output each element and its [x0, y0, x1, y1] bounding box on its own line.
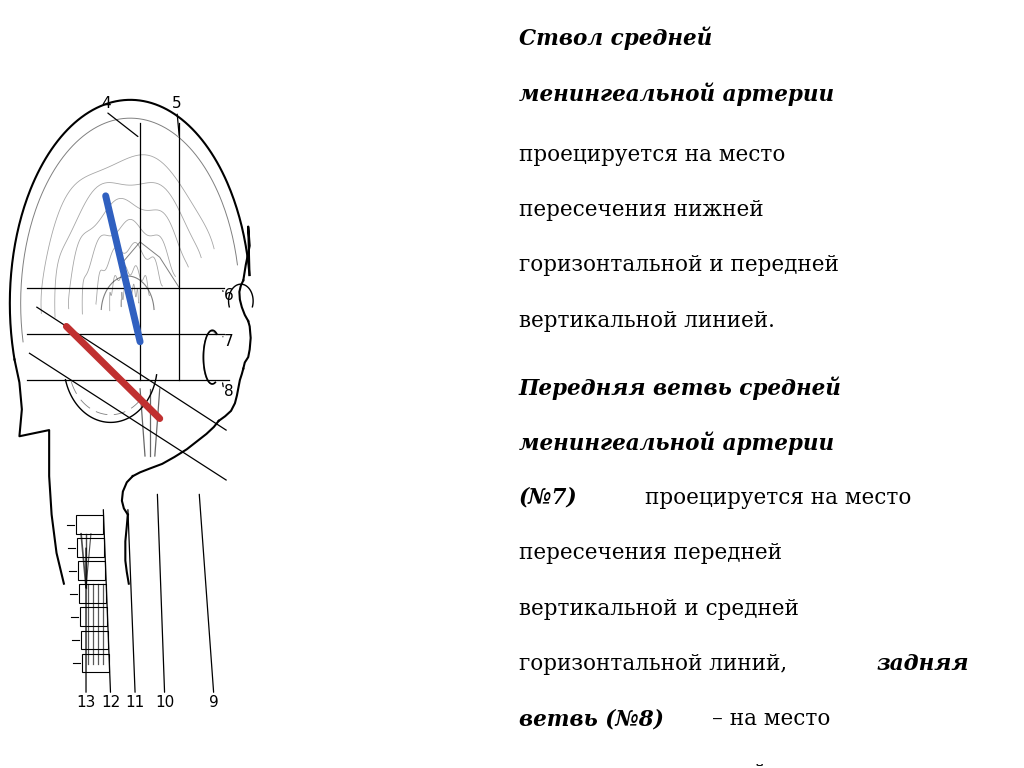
Text: ветвь (№8): ветвь (№8): [518, 708, 664, 730]
Text: Передняя ветвь средней: Передняя ветвь средней: [518, 376, 842, 400]
Text: 12: 12: [101, 695, 120, 710]
Text: 6: 6: [223, 288, 233, 303]
Text: проецируется на место: проецируется на место: [645, 487, 911, 509]
Text: 5: 5: [172, 96, 181, 111]
Bar: [80, 607, 108, 626]
Bar: [79, 584, 106, 603]
Bar: [78, 561, 105, 580]
Text: горизонтальной и передней: горизонтальной и передней: [518, 254, 839, 276]
Bar: [76, 515, 103, 534]
Text: Ствол средней: Ствол средней: [518, 27, 712, 51]
Text: 10: 10: [155, 695, 174, 710]
Text: 4: 4: [101, 96, 111, 111]
Text: 7: 7: [224, 334, 233, 349]
Bar: [82, 654, 110, 672]
Text: пересечения нижней: пересечения нижней: [518, 199, 763, 221]
Text: 9: 9: [209, 695, 219, 710]
Text: – на место: – на место: [713, 708, 830, 730]
Bar: [81, 631, 109, 649]
Text: пересечения средней: пересечения средней: [518, 763, 767, 768]
Text: менингеальной артерии: менингеальной артерии: [518, 82, 834, 106]
Text: менингеальной артерии: менингеальной артерии: [518, 432, 834, 455]
Text: 8: 8: [224, 384, 233, 399]
Text: задняя: задняя: [877, 653, 969, 675]
Text: (№7): (№7): [518, 487, 578, 509]
Text: проецируется на место: проецируется на место: [518, 144, 785, 166]
Text: 13: 13: [77, 695, 95, 710]
Text: вертикальной и средней: вертикальной и средней: [518, 598, 799, 620]
Text: вертикальной линией.: вертикальной линией.: [518, 310, 774, 332]
Text: горизонтальной линий,: горизонтальной линий,: [518, 653, 786, 675]
Text: 11: 11: [126, 695, 144, 710]
Bar: [77, 538, 104, 557]
Text: пересечения передней: пересечения передней: [518, 542, 781, 564]
